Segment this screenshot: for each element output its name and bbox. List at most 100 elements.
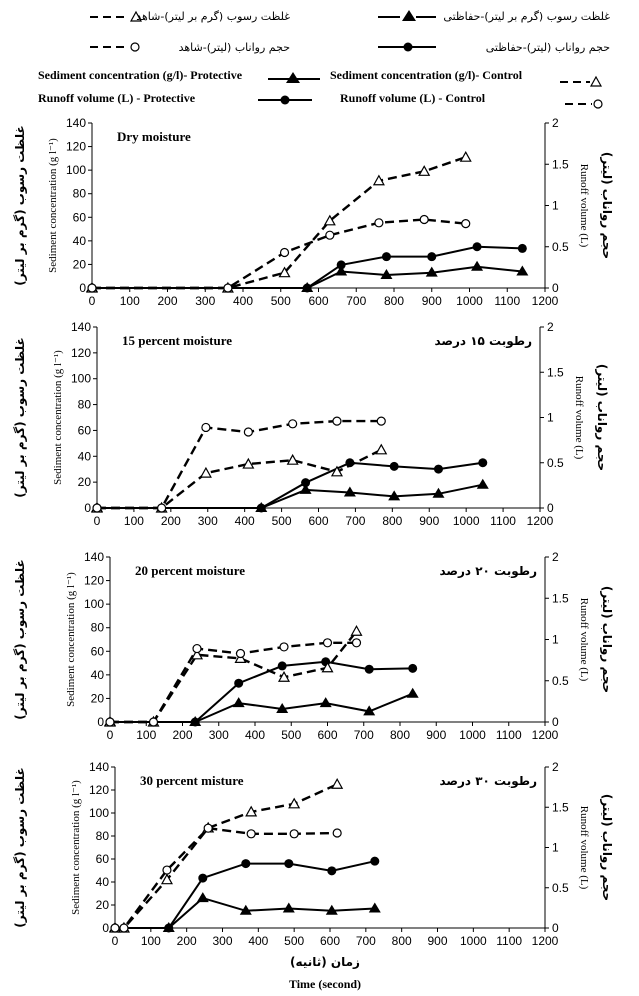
data-point-control-runoff <box>279 642 289 652</box>
legend-row-fa-2: حجم رواناب (لیتر)-شاهد حجم رواناب (لیتر)… <box>90 41 610 54</box>
data-point-protective-runoff <box>327 866 337 876</box>
data-point-control-runoff <box>162 865 172 875</box>
panel-title-fa: رطوبت ۲۰ درصد <box>439 564 537 579</box>
data-point-protective-sediment <box>335 265 348 276</box>
x-tick-label: 100 <box>136 728 156 742</box>
data-point-protective-runoff <box>478 458 488 468</box>
open-circle-icon <box>130 42 140 52</box>
data-point-control-sediment <box>321 661 334 673</box>
y-tick-label: 80 <box>91 621 105 635</box>
panel-title-en: 20 percent moisture <box>135 563 245 578</box>
series-line-prot-sed <box>97 483 484 509</box>
x-tick-label: 400 <box>245 728 265 742</box>
x-tick-label: 800 <box>384 294 404 308</box>
legend-fa-protective-runoff: حجم رواناب (لیتر)-حفاظتی <box>486 41 610 54</box>
y-tick-label: 140 <box>84 550 104 564</box>
y2-tick-label: 1.5 <box>552 591 569 605</box>
y-tick-label: 20 <box>91 691 105 705</box>
y2-tick-label: 0 <box>552 715 559 729</box>
data-point-control-runoff <box>203 823 213 833</box>
x-tick-label: 900 <box>426 728 446 742</box>
x-tick-label: 1000 <box>459 728 486 742</box>
data-point-control-runoff <box>201 422 211 433</box>
filled-triangle-icon <box>402 10 416 21</box>
data-point-control-runoff <box>374 218 384 228</box>
data-point-protective-runoff <box>427 252 437 262</box>
y2-tick-label: 0.5 <box>552 674 569 688</box>
data-point-control-runoff <box>351 638 362 648</box>
data-point-protective-sediment <box>299 483 312 494</box>
y-tick-label: 100 <box>89 806 109 820</box>
data-point-protective-sediment <box>432 487 445 498</box>
data-point-protective-runoff <box>234 678 244 688</box>
data-point-protective-runoff <box>381 252 391 262</box>
data-point-control-runoff <box>92 503 102 513</box>
right-axis-title-en: Runoff volume (L) <box>578 164 590 248</box>
x-tick-label: 500 <box>284 934 304 948</box>
data-point-control-runoff <box>322 638 333 648</box>
x-tick-label: 1200 <box>532 934 559 948</box>
data-point-control-runoff <box>192 643 202 654</box>
data-point-control-sediment <box>288 797 301 809</box>
y2-tick-label: 0 <box>552 281 559 295</box>
data-point-protective-sediment <box>343 486 356 497</box>
data-point-control-sediment <box>160 873 173 885</box>
y2-tick-label: 1.5 <box>552 800 569 814</box>
filled-circle-icon <box>403 42 413 52</box>
y2-tick-label: 0 <box>552 921 559 935</box>
data-point-protective-runoff <box>241 859 251 869</box>
panel-title-en: 15 percent moisture <box>122 333 232 348</box>
data-point-protective-sediment <box>196 892 209 903</box>
legend-fa-control-sediment: غلظت رسوب (گرم بر لیتر)-شاهد <box>136 10 290 23</box>
y-tick-label: 20 <box>78 475 92 489</box>
x-tick-label: 400 <box>233 294 253 308</box>
left-axis-title-fa: غلظت رسوب (گرم بر لیتر) <box>13 767 28 927</box>
left-axis-title-fa: غلظت رسوب (گرم بر لیتر) <box>13 125 28 285</box>
left-axis-title-fa: غلظت رسوب (گرم بر لیتر) <box>13 337 28 497</box>
x-tick-label: 1000 <box>456 294 483 308</box>
x-tick-label: 100 <box>124 514 144 528</box>
y-tick-label: 140 <box>89 760 109 774</box>
y2-tick-label: 0.5 <box>552 240 569 254</box>
x-tick-label: 1200 <box>527 514 554 528</box>
left-axis-title-en: Sediment concentration (g l⁻¹) <box>47 138 59 273</box>
x-tick-label: 600 <box>320 934 340 948</box>
data-point-control-runoff <box>419 214 429 225</box>
legend-fa-control-runoff: حجم رواناب (لیتر)-شاهد <box>179 41 290 54</box>
data-point-protective-runoff <box>336 260 346 270</box>
panel-title-en: Dry moisture <box>117 129 191 144</box>
x-tick-label: 200 <box>172 728 192 742</box>
data-point-control-sediment <box>278 266 291 278</box>
legend-row-en-2: Runoff volume (L) - Protective Runoff vo… <box>38 91 603 109</box>
legend-row-fa-1: غلظت رسوب (گرم بر لیتر)-شاهد غلظت رسوب (… <box>90 10 610 23</box>
x-axis-title-en: Time (second) <box>289 977 361 991</box>
right-axis-title-en: Runoff volume (L) <box>573 376 585 460</box>
y-tick-label: 100 <box>71 372 91 386</box>
data-point-control-runoff <box>235 648 246 659</box>
x-tick-label: 1100 <box>494 294 520 308</box>
y2-tick-label: 2 <box>547 320 554 334</box>
data-point-control-runoff <box>110 923 120 933</box>
y-tick-label: 0 <box>79 281 86 295</box>
data-point-protective-sediment <box>239 904 252 915</box>
series-line-control-run <box>92 218 466 290</box>
y-tick-label: 0 <box>97 715 104 729</box>
x-tick-label: 0 <box>89 294 96 308</box>
x-tick-label: 700 <box>354 728 374 742</box>
open-triangle-icon <box>589 75 603 87</box>
y-tick-label: 40 <box>91 668 105 682</box>
data-point-control-runoff <box>461 219 471 229</box>
x-tick-label: 1200 <box>532 728 559 742</box>
data-point-protective-runoff <box>190 717 200 727</box>
y-tick-label: 60 <box>78 423 92 437</box>
y2-tick-label: 0.5 <box>547 456 564 470</box>
series-line-control-run <box>115 826 338 930</box>
data-point-protective-runoff <box>301 478 311 488</box>
data-point-control-runoff <box>332 828 342 838</box>
x-tick-label: 900 <box>427 934 447 948</box>
y2-tick-label: 1 <box>552 199 559 213</box>
legend: غلظت رسوب (گرم بر لیتر)-شاهد غلظت رسوب (… <box>38 10 610 109</box>
y-tick-label: 120 <box>71 346 91 360</box>
data-point-control-sediment <box>330 465 343 477</box>
